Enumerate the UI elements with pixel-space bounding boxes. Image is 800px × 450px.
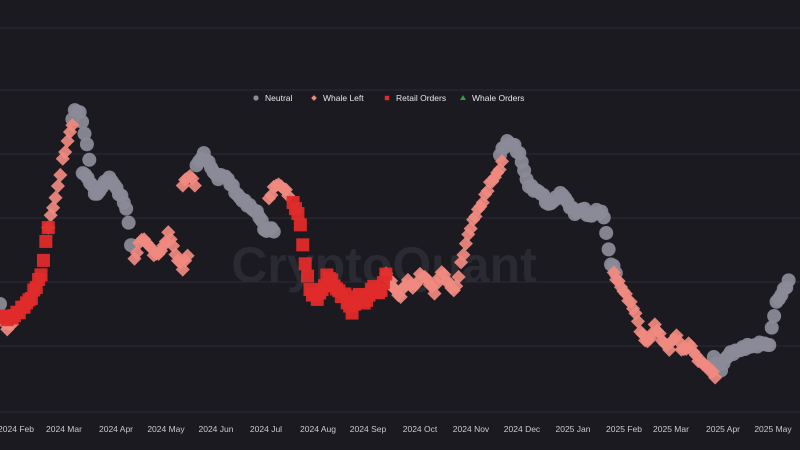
- data-point-retail-orders: [39, 234, 53, 248]
- x-tick-label: 2024 Nov: [453, 424, 490, 434]
- series-neutral: [0, 103, 796, 378]
- data-point-whale-left: [630, 314, 646, 329]
- x-tick-label: 2024 Mar: [46, 424, 82, 434]
- x-tick-label: 2024 Aug: [300, 424, 336, 434]
- legend-marker: [253, 95, 259, 101]
- data-point-neutral: [599, 225, 614, 240]
- x-tick-label: 2025 Jan: [556, 424, 591, 434]
- x-tick-label: 2024 Feb: [0, 424, 34, 434]
- data-point-whale-left: [456, 247, 471, 262]
- data-point-neutral: [764, 320, 779, 335]
- series-retail-orders: [0, 196, 393, 327]
- data-point-retail-orders: [379, 267, 393, 281]
- data-point-neutral: [82, 152, 97, 167]
- x-tick-label: 2025 Mar: [653, 424, 689, 434]
- data-point-neutral: [77, 126, 92, 141]
- x-tick-label: 2024 Jul: [250, 424, 282, 434]
- data-point-retail-orders: [296, 238, 310, 252]
- legend-label: Whale Orders: [472, 93, 524, 103]
- x-tick-label: 2025 Apr: [706, 424, 740, 434]
- data-point-whale-left: [53, 167, 68, 183]
- data-point-neutral: [767, 309, 782, 324]
- legend: Neutral Whale Left Retail Orders Whale Orde…: [253, 93, 524, 103]
- data-point-whale-left: [451, 269, 466, 285]
- data-point-retail-orders: [298, 257, 312, 271]
- legend-marker: [384, 95, 390, 101]
- legend-marker: [311, 95, 317, 101]
- x-tick-label: 2025 May: [754, 424, 792, 434]
- x-tick-label: 2024 Dec: [504, 424, 541, 434]
- data-point-whale-left: [50, 178, 66, 194]
- data-point-neutral: [121, 215, 136, 230]
- data-point-whale-left: [48, 190, 63, 205]
- data-point-neutral: [596, 210, 611, 225]
- data-point-whale-left: [494, 154, 510, 169]
- data-point-retail-orders: [291, 206, 305, 220]
- data-point-whale-left: [180, 248, 195, 263]
- x-tick-label: 2024 Sep: [350, 424, 387, 434]
- x-tick-label: 2024 Apr: [99, 424, 133, 434]
- data-point-neutral: [601, 242, 616, 257]
- x-tick-label: 2024 Jun: [199, 424, 234, 434]
- legend-label: Retail Orders: [396, 93, 446, 103]
- data-point-neutral: [266, 224, 281, 239]
- data-point-neutral: [0, 297, 7, 311]
- legend-label: Neutral: [265, 93, 293, 103]
- data-point-retail-orders: [34, 268, 48, 282]
- x-tick-label: 2024 Oct: [403, 424, 438, 434]
- data-point-neutral: [762, 338, 777, 353]
- data-point-whale-left: [708, 370, 723, 385]
- x-tick-label: 2024 May: [147, 424, 185, 434]
- x-tick-label: 2025 Feb: [606, 424, 642, 434]
- data-point-whale-left: [187, 178, 202, 193]
- data-point-neutral: [119, 201, 134, 216]
- data-point-neutral: [79, 137, 94, 152]
- legend-label: Whale Left: [323, 93, 364, 103]
- data-point-retail-orders: [301, 269, 315, 283]
- data-point-neutral: [781, 273, 796, 288]
- data-point-whale-left: [427, 286, 442, 301]
- data-point-retail-orders: [293, 218, 307, 232]
- data-point-retail-orders: [41, 221, 55, 235]
- data-point-retail-orders: [36, 253, 50, 267]
- legend-marker: [460, 95, 466, 100]
